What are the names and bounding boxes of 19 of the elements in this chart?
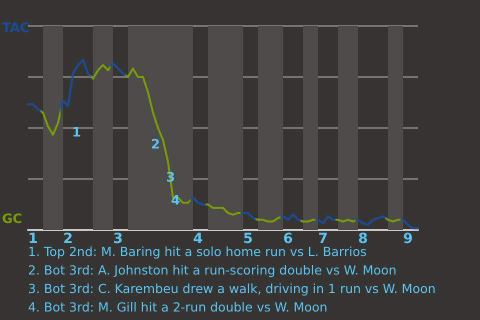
x-tick-label: 3 <box>113 231 123 247</box>
annotation: 1 <box>72 126 82 140</box>
text: 1. Top 2nd: M. Baring hit a solo home run vs L. Barrios <box>28 244 367 259</box>
x-tick-label: 4 <box>193 231 204 247</box>
text: 4. Bot 3rd: M. Gill hit a 2-run double vs W. Moon <box>28 300 328 314</box>
annotation: 4 <box>171 194 180 208</box>
text: 2. Bot 3rd: A. Johnston hit a run-scoring double vs W. Moon <box>28 262 397 278</box>
x-tick-label: 6 <box>283 231 293 247</box>
x-tick-label: 8 <box>358 231 368 247</box>
text: TAC <box>2 21 30 36</box>
x-tick-label: 7 <box>318 231 328 247</box>
x-tick-label: 9 <box>403 231 413 247</box>
annotation: 3 <box>166 170 176 186</box>
text: GC <box>2 212 22 227</box>
annotation: 2 <box>151 138 160 152</box>
text: 3. Bot 3rd: C. Karembeu drew a walk, driving in 1 run vs W. Moon <box>28 281 436 296</box>
x-tick-label: 2 <box>63 231 73 247</box>
x-tick-label: 5 <box>243 231 253 247</box>
x-tick-label: 1 <box>28 231 38 247</box>
